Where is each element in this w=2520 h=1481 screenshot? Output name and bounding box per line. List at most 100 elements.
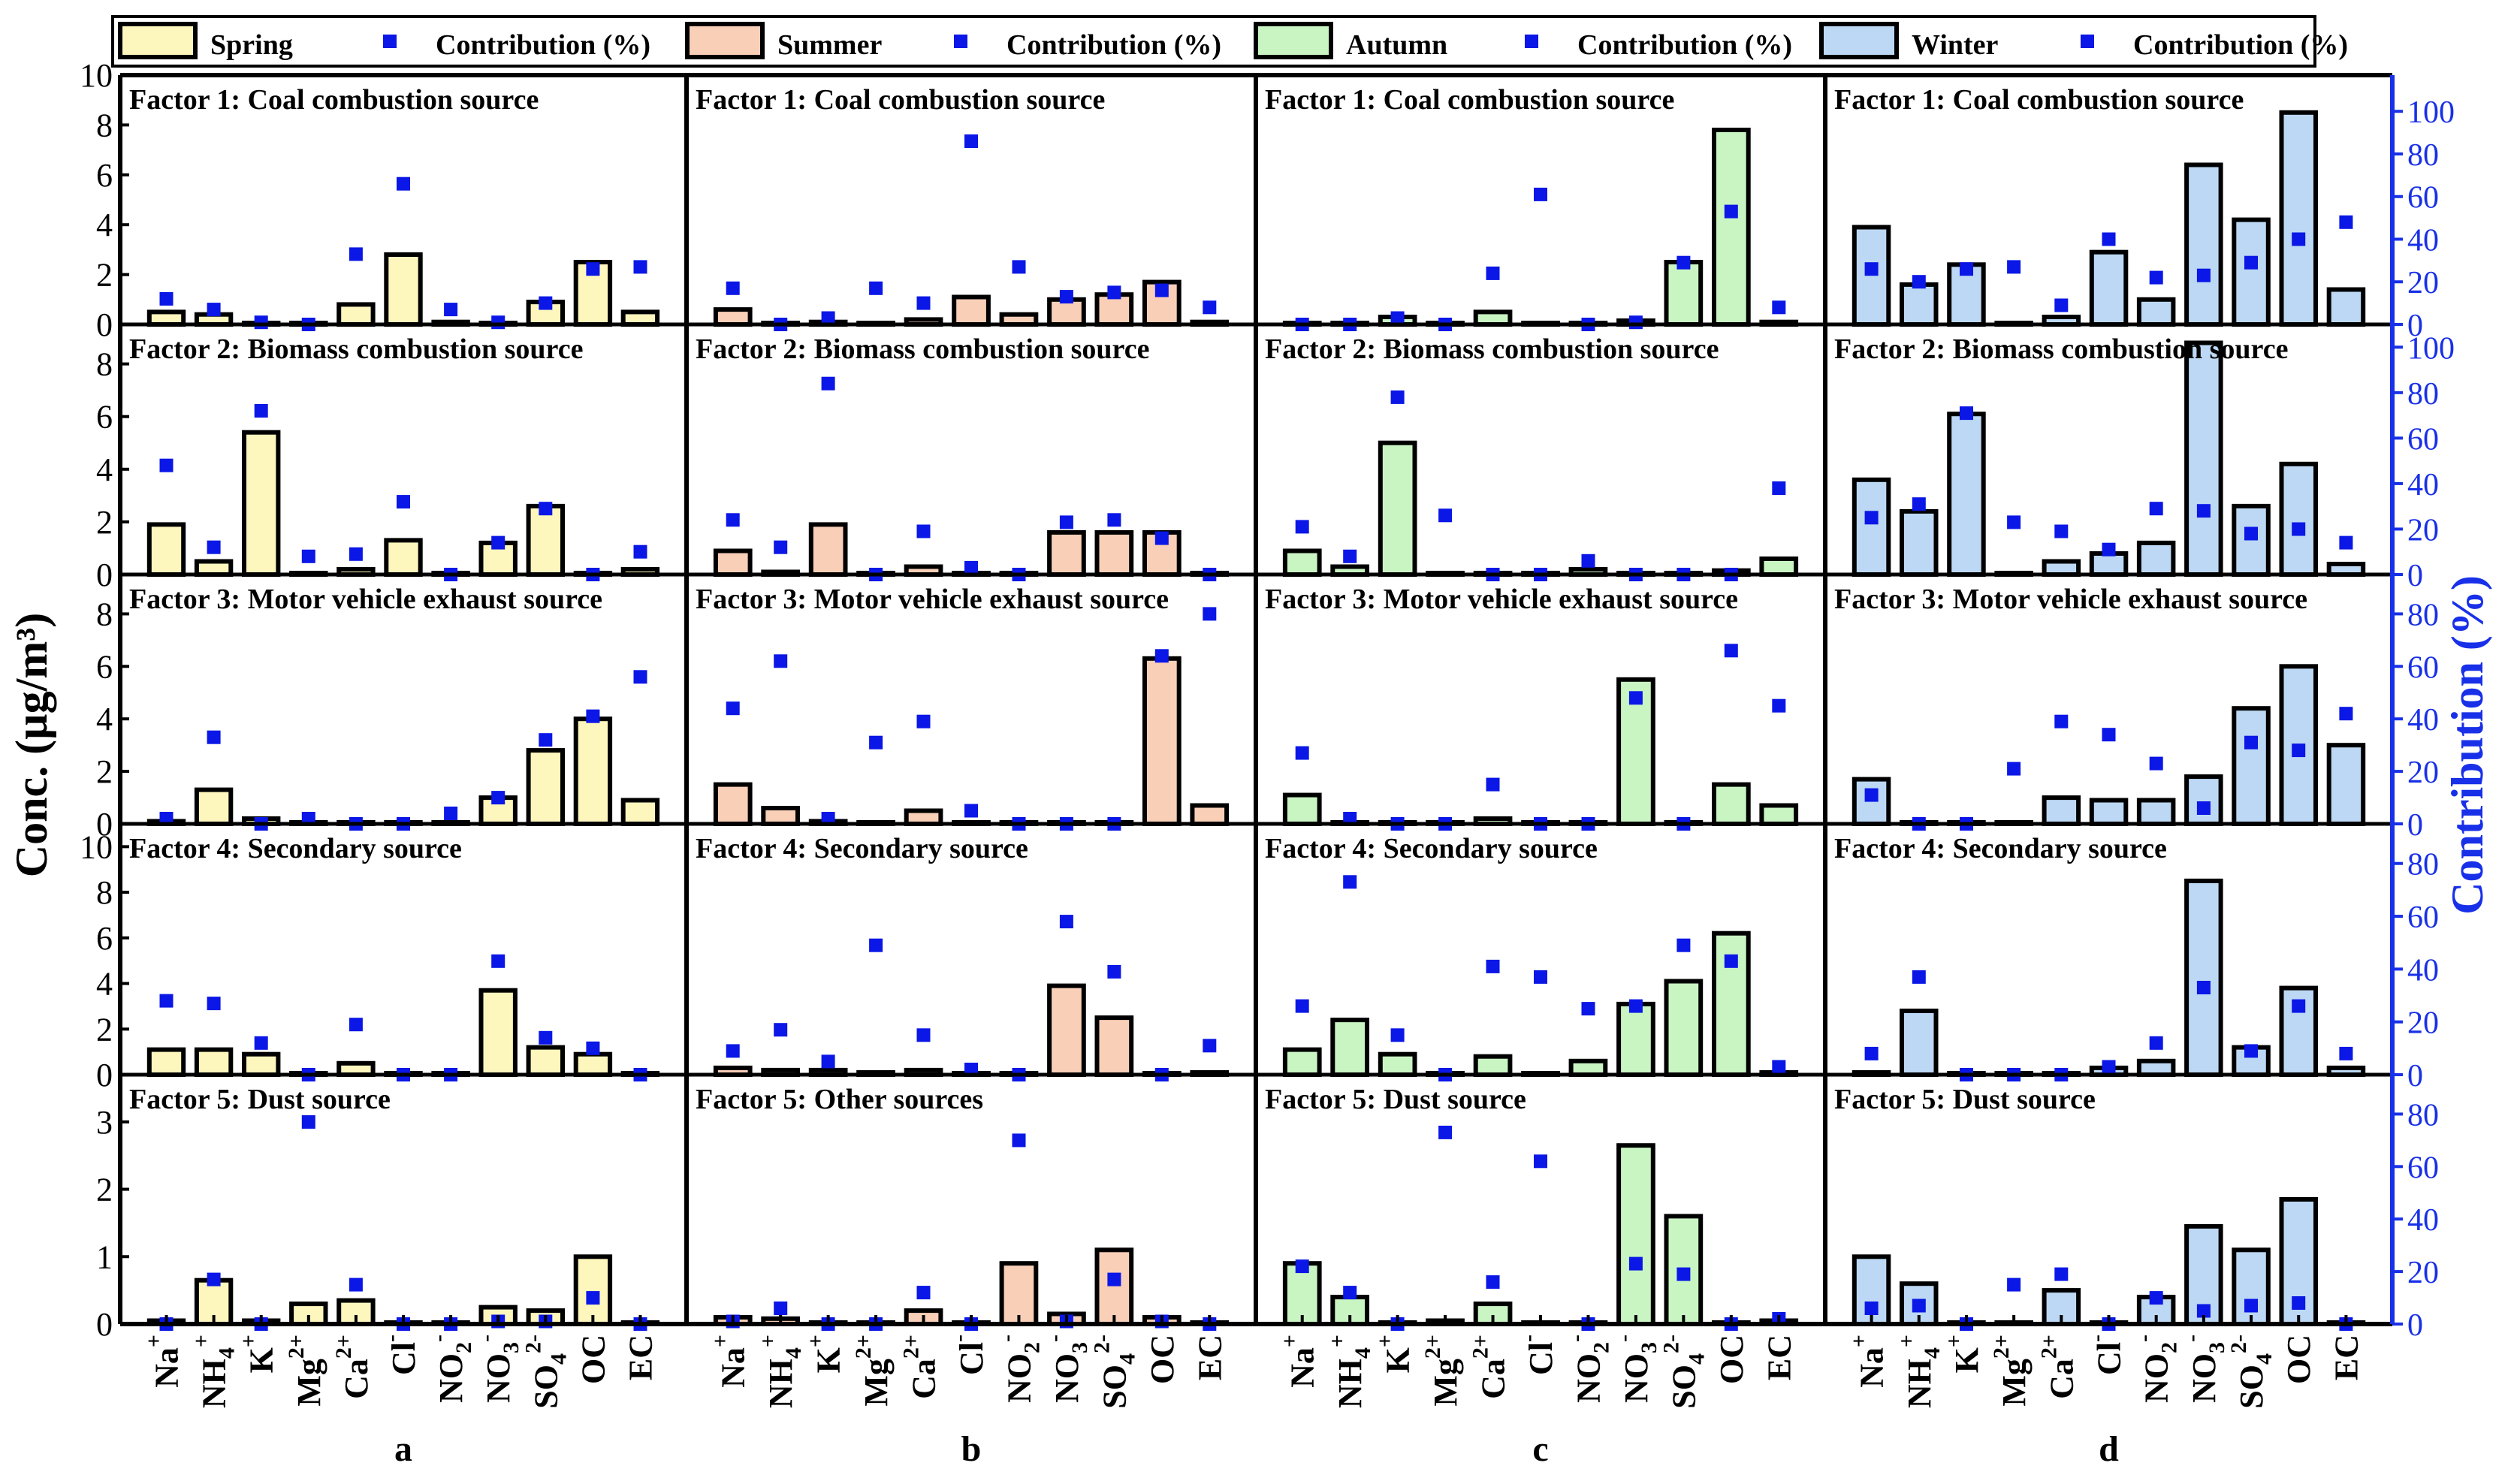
label-base: OC [1144, 1335, 1181, 1384]
contribution-marker [633, 260, 647, 274]
bar-summer [1094, 1247, 1134, 1327]
x-tick-label: K+ [237, 1335, 280, 1373]
legend-label: Winter [1912, 29, 1999, 61]
x-tick-label: EC [1191, 1335, 1228, 1380]
left-tick-label: 4 [96, 966, 113, 1003]
contribution-marker [539, 296, 553, 310]
right-tick-label: 100 [2407, 95, 2455, 130]
label-superscript: - [1611, 1335, 1636, 1342]
contribution-marker [1772, 300, 1786, 315]
label-base: NO [480, 1353, 517, 1403]
x-tick-label: Na+ [1278, 1335, 1321, 1388]
label-base: NO [1571, 1353, 1607, 1403]
label-base: Na [715, 1347, 752, 1388]
x-tick-label: Ca2+ [331, 1335, 375, 1399]
contribution-marker [2196, 981, 2211, 994]
contribution-marker [1012, 260, 1026, 274]
contribution-marker [2244, 255, 2258, 270]
label-superscript: - [379, 1335, 403, 1342]
right-tick-label: 20 [2407, 266, 2439, 300]
panel-b-factor-4: Factor 4: Secondary source [696, 833, 1230, 1081]
legend-marker [2081, 35, 2094, 48]
contribution-marker [1059, 290, 1073, 304]
contribution-marker [586, 1291, 600, 1305]
left-tick-label: 3 [96, 1104, 113, 1141]
bar-autumn [1473, 1054, 1513, 1077]
label-superscript: - [473, 1335, 498, 1342]
x-tick-label: EC [2328, 1335, 2365, 1380]
contribution-marker [964, 804, 978, 818]
x-tick-label: Na+ [142, 1335, 186, 1388]
left-tick-label: 0 [96, 1057, 113, 1093]
contribution-marker [2007, 1277, 2021, 1292]
legend-item: Contribution (%) [1525, 29, 1792, 61]
panel-title: Factor 3: Motor vehicle exhaust source [696, 584, 1169, 615]
contribution-marker [2196, 1304, 2211, 1318]
x-tick-label: Ca2+ [1468, 1335, 1512, 1399]
label-superscript: - [426, 1335, 451, 1342]
label-superscript: + [804, 1335, 828, 1347]
x-tick-label: EC [623, 1335, 659, 1380]
label-base: NO [433, 1353, 469, 1403]
label-base: NH [1332, 1359, 1369, 1408]
contribution-marker [1724, 644, 1738, 658]
bar-winter [2136, 1058, 2176, 1078]
x-tick-label: K+ [804, 1335, 847, 1373]
bar-winter [2184, 878, 2223, 1078]
right-tick-label: 20 [2407, 756, 2439, 790]
label-base: K [1380, 1347, 1417, 1373]
contribution-marker [586, 1041, 600, 1055]
x-tick-label: K+ [1942, 1335, 1985, 1373]
contribution-marker [1390, 390, 1405, 404]
panel-title: Factor 3: Motor vehicle exhaust source [129, 584, 602, 615]
right-tick-label: 40 [2407, 1203, 2439, 1238]
label-superscript: 2- [1089, 1335, 1114, 1353]
legend-label: Summer [777, 29, 882, 61]
right-axis: 0204060801000204060801000204060800204060… [2390, 75, 2455, 1343]
x-tick-label: NH4+ [1325, 1335, 1375, 1408]
contribution-marker [964, 560, 978, 575]
x-tick-label: OC [575, 1335, 611, 1384]
x-tick-label: Ca2+ [899, 1335, 943, 1399]
bar-winter [2042, 795, 2081, 826]
contribution-marker [1154, 283, 1169, 297]
bar-winter [2184, 340, 2223, 577]
contribution-marker [2149, 756, 2163, 771]
contribution-marker [1534, 1154, 1547, 1169]
label-superscript: + [1942, 1335, 1966, 1347]
label-subscript: 4 [1920, 1347, 1945, 1359]
label-base: Na [1854, 1347, 1891, 1388]
bar-autumn [1664, 260, 1704, 327]
contribution-marker [2196, 801, 2211, 815]
label-superscript: + [756, 1335, 780, 1347]
contribution-marker [1724, 204, 1738, 219]
contribution-marker [1912, 970, 1926, 984]
right-tick-label: 80 [2407, 1098, 2439, 1133]
contribution-marker [2339, 535, 2353, 550]
contribution-marker [301, 1115, 315, 1129]
contribution-marker [1864, 511, 1879, 525]
label-base: EC [1191, 1335, 1228, 1380]
bar-spring [194, 787, 234, 826]
legend-marker [954, 35, 967, 48]
column-letter: c [1532, 1429, 1548, 1469]
legend-swatch [1254, 22, 1333, 59]
panel-title: Factor 3: Motor vehicle exhaust source [1265, 584, 1738, 615]
contribution-marker [1534, 970, 1547, 984]
contribution-marker [1059, 515, 1073, 529]
label-superscript: - [1042, 1335, 1067, 1342]
contribution-marker [207, 540, 221, 554]
label-base: NO [2186, 1353, 2223, 1403]
legend-item: Summer [685, 22, 882, 61]
panel-title: Factor 5: Dust source [129, 1084, 391, 1115]
legend-swatch [1819, 22, 1899, 59]
label-base: K [1948, 1347, 1985, 1373]
bar-autumn [1330, 1018, 1370, 1077]
x-tick-label: NO2- [426, 1335, 476, 1403]
label-superscript: 2- [521, 1335, 545, 1353]
right-tick-label: 100 [2407, 331, 2455, 366]
bar-spring [194, 1047, 234, 1077]
contribution-marker [254, 1036, 268, 1050]
left-tick-label: 2 [96, 1011, 113, 1048]
